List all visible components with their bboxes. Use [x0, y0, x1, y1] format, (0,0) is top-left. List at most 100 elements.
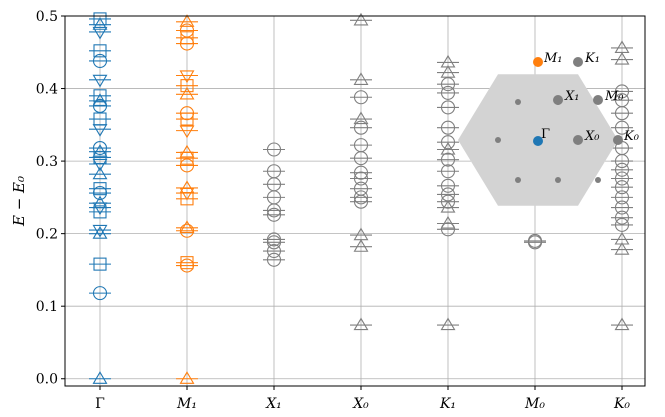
data-point	[176, 79, 198, 93]
data-point	[176, 220, 198, 233]
y-tick-label: 0.5	[36, 9, 58, 25]
data-point	[350, 190, 372, 205]
data-point	[350, 12, 372, 26]
inset-label-k0: K₀	[623, 129, 640, 144]
data-point	[437, 54, 459, 68]
inset-label-x1: X₁	[564, 89, 579, 104]
inset-label-k1: K₁	[584, 51, 600, 66]
x-tick-label: M₁	[176, 396, 197, 412]
x-tick-label: X₀	[352, 396, 369, 412]
inset-label-m0: M₀	[604, 89, 624, 104]
data-point	[176, 31, 198, 45]
data-point	[437, 215, 459, 229]
data-point	[89, 224, 111, 238]
y-tick-label: 0.0	[36, 372, 58, 388]
y-tick-label: 0.2	[36, 227, 58, 243]
data-point	[350, 227, 372, 241]
data-point	[263, 164, 285, 179]
data-point	[611, 217, 633, 232]
x-axis-ticks: Γ M₁ X₁ X₀ K₁ M₀ K₀	[95, 386, 630, 412]
data-point	[89, 93, 111, 106]
data-point	[611, 317, 633, 331]
inset-label-m1: M₁	[543, 51, 563, 66]
data-point	[350, 239, 372, 252]
data-point	[176, 14, 198, 27]
data-point	[89, 144, 111, 157]
data-point	[89, 140, 111, 156]
data-point	[350, 90, 372, 105]
data-point	[176, 158, 198, 173]
data-point	[89, 205, 111, 219]
data-point	[437, 317, 459, 331]
lattice-dot	[495, 137, 501, 143]
plot-frame	[64, 15, 646, 387]
data-point	[611, 120, 633, 135]
inset-point-x0	[573, 135, 583, 145]
data-point	[89, 286, 111, 301]
data-point	[350, 317, 372, 331]
data-point	[263, 142, 285, 157]
data-point	[89, 257, 111, 271]
data-point	[89, 371, 111, 384]
x-tick-label: K₁	[439, 396, 456, 412]
y-tick-label: 0.1	[36, 299, 58, 315]
data-point	[611, 180, 633, 195]
data-point	[611, 40, 633, 54]
data-point	[263, 244, 285, 259]
data-point	[89, 112, 111, 126]
y-axis-ticks: 0.0 0.1 0.2 0.3 0.4 0.5	[36, 9, 65, 388]
data-point	[350, 181, 372, 196]
data-point	[176, 256, 198, 270]
data-point	[437, 135, 459, 150]
inset-point-k1	[573, 57, 583, 67]
inset-point-k0	[613, 135, 623, 145]
data-point	[611, 190, 633, 205]
data-point	[437, 178, 459, 193]
data-point	[176, 125, 198, 139]
data-point	[437, 65, 459, 78]
data-point	[611, 210, 633, 225]
data-point	[89, 53, 111, 69]
data-point	[350, 165, 372, 180]
data-point	[437, 77, 459, 92]
data-point	[89, 226, 111, 239]
data-point	[89, 182, 111, 196]
y-tick-label: 0.3	[36, 154, 58, 170]
data-point	[89, 74, 111, 88]
inset-point-gamma	[533, 136, 543, 146]
lattice-dot	[595, 177, 601, 183]
lattice-dot	[515, 177, 521, 183]
data-point	[176, 86, 198, 100]
inset-point-x1	[553, 95, 563, 105]
data-point	[263, 252, 285, 267]
data-point	[611, 162, 633, 177]
data-point	[176, 23, 198, 38]
x-tick-label: M₀	[524, 396, 545, 412]
y-axis-label: E − E₀	[10, 176, 28, 227]
data-point	[437, 120, 459, 135]
inset-point-m0	[593, 95, 603, 105]
data-point	[611, 93, 633, 108]
data-point	[350, 120, 372, 135]
data-point	[89, 26, 111, 40]
data-point	[89, 166, 111, 180]
data-point	[350, 171, 372, 186]
data-point	[611, 231, 633, 245]
inset-point-m1	[533, 57, 543, 67]
data-point	[176, 70, 198, 84]
data-point	[176, 144, 198, 158]
y-tick-label: 0.4	[36, 82, 58, 98]
data-point	[437, 222, 459, 237]
data-point	[263, 232, 285, 247]
data-point	[524, 233, 546, 248]
data-point	[350, 138, 372, 153]
data-point	[437, 199, 459, 213]
data-point	[350, 72, 372, 85]
data-point	[437, 164, 459, 179]
data-point	[437, 100, 459, 115]
lattice-dot	[555, 177, 561, 183]
data-point	[437, 85, 459, 100]
brillouin-zone-inset: Γ M₁ K₁ X₁ M₀ X₀ K₀	[458, 51, 640, 206]
data-point	[263, 235, 285, 250]
data-point	[611, 171, 633, 186]
